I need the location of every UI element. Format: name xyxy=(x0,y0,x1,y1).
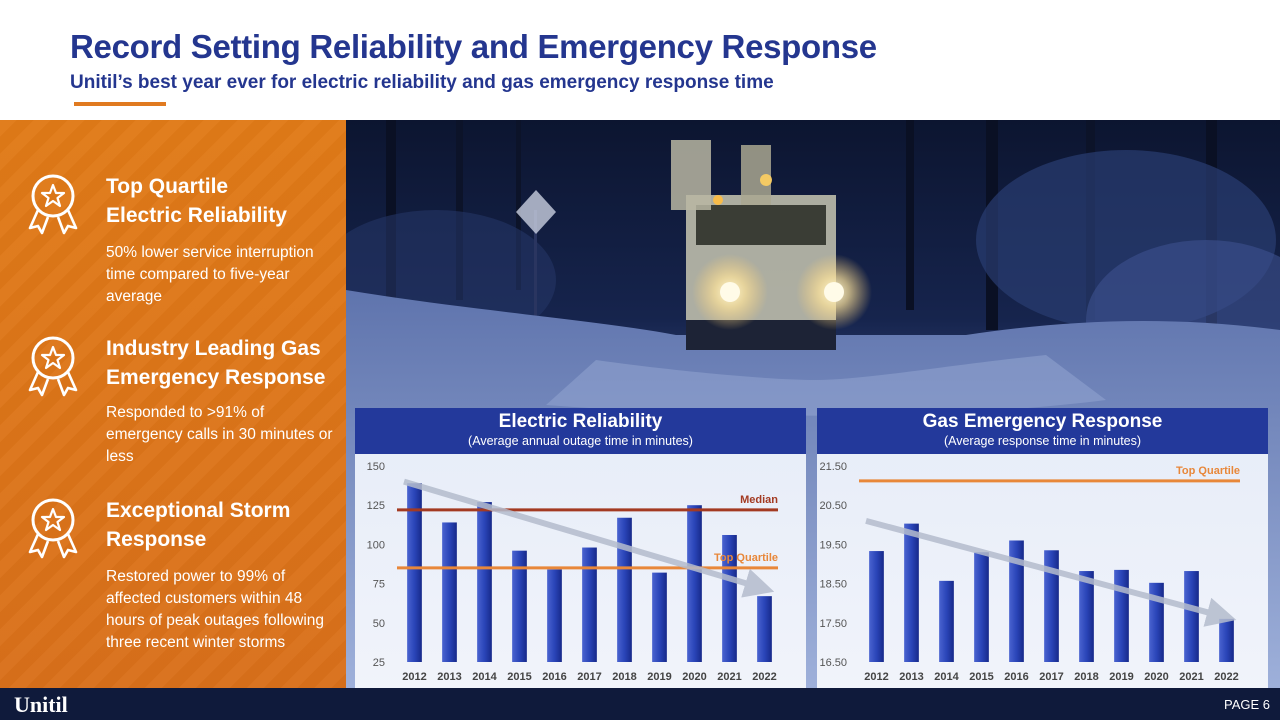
x-tick-label: 2017 xyxy=(577,671,601,683)
reference-line-label: Top Quartile xyxy=(714,552,778,564)
bar xyxy=(757,596,772,662)
x-tick-label: 2022 xyxy=(1214,671,1238,683)
page-title: Record Setting Reliability and Emergency… xyxy=(70,28,877,65)
y-tick-label: 125 xyxy=(367,500,385,512)
x-tick-label: 2015 xyxy=(969,671,993,683)
bar xyxy=(869,551,884,662)
x-tick-label: 2012 xyxy=(864,671,888,683)
x-tick-label: 2013 xyxy=(899,671,923,683)
feature-description: Restored power to 99% of affected custom… xyxy=(106,568,325,651)
bar xyxy=(1044,550,1059,662)
x-tick-label: 2016 xyxy=(1004,671,1028,683)
feature-title-line: Exceptional Storm xyxy=(106,499,291,522)
chart-title: Gas Emergency Response xyxy=(922,411,1163,432)
chart-subtitle: (Average annual outage time in minutes) xyxy=(468,434,693,448)
award-ribbon-icon xyxy=(28,174,78,235)
x-tick-label: 2022 xyxy=(752,671,776,683)
x-tick-label: 2014 xyxy=(934,671,959,683)
x-tick-label: 2017 xyxy=(1039,671,1063,683)
y-tick-label: 18.50 xyxy=(819,579,847,591)
chart-plot: 150 125 100 75 50 25 2012 2013 2014 2015 2016 2017 2… xyxy=(367,461,779,683)
feature-title: Top Quartile Electric Reliability xyxy=(106,172,336,230)
x-tick-label: 2013 xyxy=(437,671,461,683)
chart-title: Electric Reliability xyxy=(498,411,663,432)
gas-emergency-response-chart: Gas Emergency Response (Average response… xyxy=(817,408,1268,688)
bar xyxy=(547,569,562,662)
y-tick-label: 21.50 xyxy=(819,461,847,473)
bar xyxy=(904,523,919,662)
x-tick-label: 2018 xyxy=(1074,671,1098,683)
x-tick-label: 2019 xyxy=(647,671,671,683)
bar xyxy=(1009,540,1024,662)
trend-arrow xyxy=(865,517,1237,627)
feature-title-line: Industry Leading Gas xyxy=(106,337,321,360)
bar xyxy=(407,483,422,662)
x-tick-label: 2012 xyxy=(402,671,426,683)
award-ribbon-icon xyxy=(28,336,78,397)
bar xyxy=(512,550,527,662)
y-tick-label: 50 xyxy=(373,618,385,630)
background-photo-utility-truck xyxy=(346,120,1280,688)
x-tick-label: 2018 xyxy=(612,671,636,683)
y-tick-label: 17.50 xyxy=(819,618,847,630)
bar xyxy=(652,572,667,662)
page-subtitle: Unitil’s best year ever for electric rel… xyxy=(70,72,774,93)
y-tick-label: 20.50 xyxy=(819,500,847,512)
bar xyxy=(939,580,954,662)
bar xyxy=(974,552,989,662)
x-tick-label: 2016 xyxy=(542,671,566,683)
award-ribbon-icon xyxy=(28,498,78,559)
chart-header xyxy=(355,408,806,454)
y-tick-label: 16.50 xyxy=(819,657,847,669)
feature-title: Industry Leading Gas Emergency Response xyxy=(106,334,336,392)
y-tick-label: 100 xyxy=(367,539,385,551)
chart-subtitle: (Average response time in minutes) xyxy=(943,434,1142,448)
y-tick-label: 25 xyxy=(373,657,385,669)
bar xyxy=(442,522,457,662)
electric-reliability-chart: Electric Reliability (Average annual out… xyxy=(355,408,806,688)
feature-title-line: Top Quartile xyxy=(106,175,229,198)
x-tick-label: 2014 xyxy=(472,671,497,683)
y-tick-label: 19.50 xyxy=(819,539,847,551)
x-tick-label: 2020 xyxy=(1144,671,1168,683)
x-tick-label: 2021 xyxy=(717,671,741,683)
highlights-panel: Top Quartile Electric Reliability 50% lo… xyxy=(0,120,346,688)
reference-line-label: Median xyxy=(740,494,778,506)
bar xyxy=(1184,571,1199,662)
feature-title: Exceptional Storm Response xyxy=(106,496,336,554)
bar xyxy=(1079,571,1094,662)
x-tick-label: 2019 xyxy=(1109,671,1133,683)
trend-arrow xyxy=(403,478,775,598)
bar xyxy=(1219,618,1234,662)
bar xyxy=(1114,569,1129,662)
bar xyxy=(617,517,632,662)
feature-description: 50% lower service interruption time comp… xyxy=(106,244,314,305)
x-tick-label: 2015 xyxy=(507,671,531,683)
title-accent-line xyxy=(74,102,166,106)
page-number: PAGE 6 xyxy=(1223,697,1270,712)
x-tick-label: 2021 xyxy=(1179,671,1203,683)
y-tick-label: 150 xyxy=(367,461,385,473)
feature-title-line: Electric Reliability xyxy=(106,204,287,227)
company-logo: Unitil xyxy=(14,692,68,717)
feature-description: Responded to >91% of emergency calls in … xyxy=(106,404,333,465)
slide-header: Record Setting Reliability and Emergency… xyxy=(0,0,1280,120)
bar xyxy=(477,502,492,662)
slide-footer: Unitil PAGE 6 xyxy=(0,688,1280,720)
x-tick-label: 2020 xyxy=(682,671,706,683)
chart-header xyxy=(817,408,1268,454)
reference-line-label: Top Quartile xyxy=(1176,465,1240,477)
feature-title-line: Emergency Response xyxy=(106,366,326,389)
feature-title-line: Response xyxy=(106,528,207,551)
y-tick-label: 75 xyxy=(373,579,385,591)
chart-plot: 21.50 20.50 19.50 18.50 17.50 16.50 2012 2013 20… xyxy=(819,461,1240,683)
bar xyxy=(687,505,702,662)
bar xyxy=(582,547,597,662)
